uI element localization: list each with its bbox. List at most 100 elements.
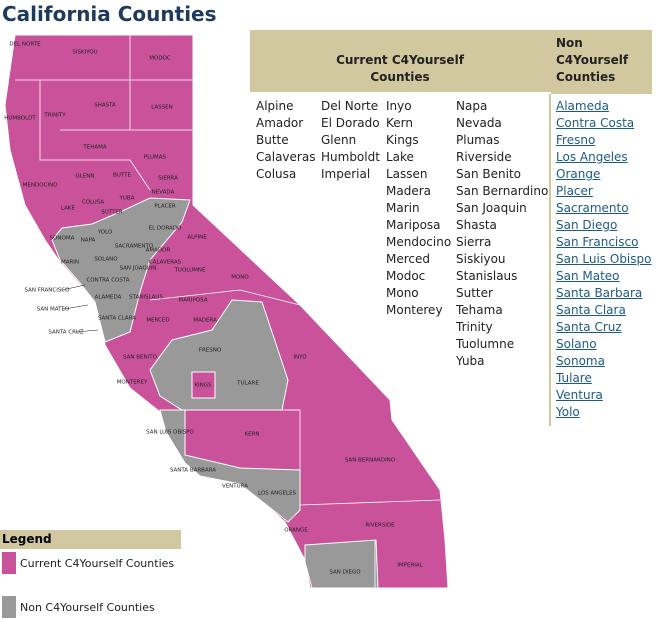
county-label: SISKIYOU [72,50,97,56]
county-label: AMADOR [146,248,171,254]
county-name: Sierra [456,235,492,249]
county-name: San Bernardino [456,184,549,198]
county-name: El Dorado [321,116,380,130]
county-link[interactable]: Ventura [556,388,603,402]
county-label: MENDOCINO [23,183,58,189]
county-link[interactable]: Yolo [556,405,580,419]
county-label: GLENN [75,174,94,180]
county-label: SONOMA [50,236,75,242]
county-name: Butte [256,133,289,147]
county-link[interactable]: Orange [556,167,601,181]
county-label: MONTEREY [117,380,148,386]
border [149,289,301,306]
county-name: Lassen [386,167,428,181]
county-label: MONO [231,275,249,281]
county-label: VENTURA [222,484,248,490]
county-label: SAN FRANCISCO [25,288,71,294]
county-name: Kings [386,133,419,147]
county-label: DEL NORTE [9,42,41,48]
county-label: NAPA [81,238,96,244]
county-label: SUTTER [101,210,123,216]
county-link[interactable]: Santa Clara [556,303,626,317]
county-link[interactable]: Sacramento [556,201,629,215]
county-name: Nevada [456,116,502,130]
county-link[interactable]: Alameda [556,99,609,113]
county-name: Sutter [456,286,493,300]
county-name: Siskiyou [456,252,506,266]
county-label: SAN MATEO [37,307,70,313]
county-label: SIERRA [158,176,178,182]
pointer [61,284,86,291]
county-name: Monterey [386,303,443,317]
legend-label: Non C4Yourself Counties [20,601,155,614]
san-diego-region [304,539,379,589]
county-link[interactable]: San Luis Obispo [556,252,652,266]
central-valley-region [149,299,289,411]
legend-bar [0,530,181,549]
county-label: SACRAMENTO [115,244,154,250]
county-label: KERN [244,432,259,438]
county-label: SAN JOAQUIN [120,266,157,272]
county-link[interactable]: Placer [556,184,593,198]
county-name: Madera [386,184,431,198]
table-header-non: Non C4Yourself Counties [550,30,652,92]
county-label: YOLO [97,230,113,236]
county-link[interactable]: Fresno [556,133,596,147]
county-label: RIVERSIDE [365,523,395,529]
page-title: California Counties [2,2,217,26]
county-name: San Joaquin [456,201,527,215]
county-name: Imperial [321,167,371,181]
county-link[interactable]: Santa Barbara [556,286,643,300]
county-name: Colusa [256,167,297,181]
county-label: STANISLAUS [129,295,163,301]
county-name: Trinity [456,320,493,334]
county-name: San Benito [456,167,521,181]
county-name: Mariposa [386,218,441,232]
county-label: TRINITY [43,113,66,119]
column-divider [549,94,551,426]
county-link[interactable]: San Francisco [556,235,639,249]
county-label: SAN LUIS OBISPO [146,430,194,436]
county-name: Mono [386,286,419,300]
county-name: Inyo [386,99,412,113]
county-name: Amador [256,116,304,130]
border [39,80,151,191]
non-county-regions [51,197,379,589]
map: DEL NORTE SISKIYOU MODOC HUMBOLDT TRINITY SHA… [4,34,449,589]
county-link[interactable]: Santa Cruz [556,320,622,334]
county-label: PLACER [154,204,175,210]
county-name: Shasta [456,218,497,232]
county-name: Tehama [456,303,503,317]
county-label: MADERA [193,318,217,324]
header-text: Non C4Yourself Counties [556,36,629,84]
county-link[interactable]: San Diego [556,218,618,232]
county-name: Marin [386,201,420,215]
county-label: MARIN [61,260,79,266]
county-label: BUTTE [113,173,131,179]
county-link[interactable]: Los Angeles [556,150,628,164]
county-label: INYO [293,355,307,361]
county-label: EL DORADO [149,226,182,232]
county-name: Lake [386,150,414,164]
county-label: MARIPOSA [179,298,208,304]
county-label: FRESNO [199,348,222,354]
county-label: LAKE [61,206,76,212]
county-link[interactable]: San Mateo [556,269,620,283]
county-link[interactable]: Solano [556,337,597,351]
legend-title: Legend [2,532,52,546]
county-label: ORANGE [284,528,308,534]
county-link[interactable]: Sonoma [556,354,605,368]
county-label: SAN BERNARDINO [345,458,396,464]
county-link[interactable]: Contra Costa [556,116,635,130]
table-header-current: Current C4Yourself Counties [250,30,550,92]
county-label: HUMBOLDT [4,116,36,122]
legend-swatch [2,552,16,574]
county-name: Humboldt [321,150,380,164]
county-link[interactable]: Tulare [556,371,592,385]
county-label: ALAMEDA [95,295,122,301]
county-name: Mendocino [386,235,452,249]
county-label: PLUMAS [144,155,167,161]
county-label: CALAVERAS [149,260,182,266]
county-name: Del Norte [321,99,379,113]
